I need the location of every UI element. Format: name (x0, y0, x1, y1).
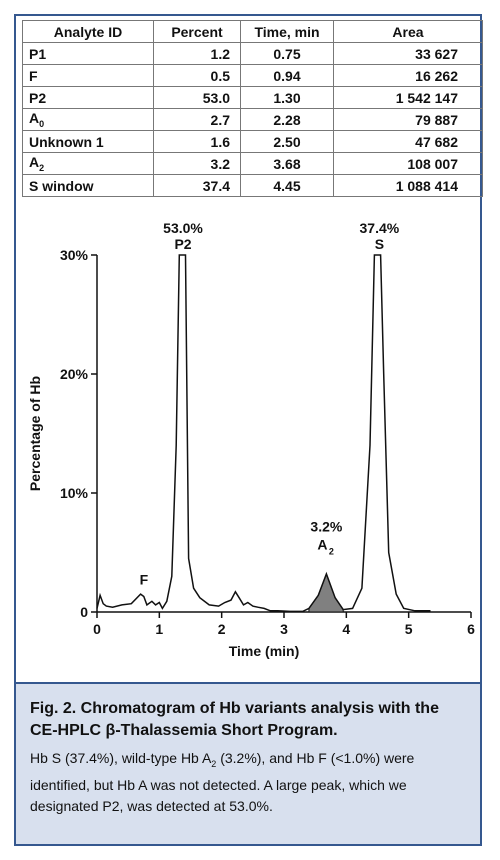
x-tick-label: 5 (405, 621, 413, 637)
header-area: Area (333, 20, 483, 43)
time-cell: 0.75 (240, 42, 334, 65)
header-analyte-id: Analyte ID (22, 20, 154, 43)
table-row: P2 53.0 1.30 1 542 147 (22, 86, 483, 109)
percent-cell: 2.7 (153, 108, 241, 131)
chromatogram-trace (96, 254, 431, 613)
x-tick-label: 4 (342, 621, 350, 637)
area-cell: 79 887 (333, 108, 483, 131)
peak-annotation-label: P2 (174, 236, 191, 252)
x-tick-label: 1 (155, 621, 163, 637)
figure-caption: Fig. 2. Chromatogram of Hb variants anal… (16, 682, 480, 844)
x-tick-label: 0 (93, 621, 101, 637)
analyte-id-cell: S window (22, 174, 154, 197)
analyte-id-text: P2 (29, 89, 47, 106)
percent-cell: 0.5 (153, 64, 241, 87)
peak-annotation-percent: 3.2% (310, 519, 342, 535)
table-row: F 0.5 0.94 16 262 (22, 64, 483, 87)
analyte-id-cell: P2 (22, 86, 154, 109)
caption-body-sub: 2 (211, 758, 217, 769)
table-row: P1 1.2 0.75 33 627 (22, 42, 483, 65)
table-row: A0 2.7 2.28 79 887 (22, 108, 483, 131)
time-cell: 4.45 (240, 174, 334, 197)
caption-body: Hb S (37.4%), wild-type Hb A2 (3.2%), an… (30, 748, 466, 817)
analyte-id-text: A (29, 110, 40, 127)
y-tick-label: 20% (60, 366, 89, 382)
y-tick-label: 30% (60, 247, 89, 263)
chromatogram-chart: 0 1 2 3 4 5 6 0 10% 20% 30% Time (min) Percentage of… (27, 220, 475, 659)
time-cell: 3.68 (240, 152, 334, 175)
analyte-table: Analyte ID Percent Time, min Area P1 1.2 0… (22, 20, 483, 197)
area-cell: 1 088 414 (333, 174, 483, 197)
peak-annotation-label: A (317, 537, 327, 553)
percent-cell: 37.4 (153, 174, 241, 197)
analyte-id-subscript: 2 (39, 162, 45, 173)
area-cell: 33 627 (333, 42, 483, 65)
analyte-id-text: S window (29, 177, 94, 194)
percent-cell: 53.0 (153, 86, 241, 109)
time-cell: 2.50 (240, 130, 334, 153)
analyte-id-cell: A0 (22, 108, 154, 131)
analyte-id-subscript: 0 (39, 118, 45, 129)
table-header-row: Analyte ID Percent Time, min Area (22, 20, 483, 43)
analyte-id-text: Unknown 1 (29, 133, 104, 150)
x-axis-label: Time (min) (229, 643, 300, 659)
x-tick-label: 6 (467, 621, 475, 637)
area-cell: 47 682 (333, 130, 483, 153)
area-cell: 16 262 (333, 64, 483, 87)
time-cell: 1.30 (240, 86, 334, 109)
header-time: Time, min (240, 20, 334, 43)
x-tick-label: 2 (218, 621, 226, 637)
analyte-id-cell: Unknown 1 (22, 130, 154, 153)
header-percent: Percent (153, 20, 241, 43)
a2-peak-shaded-area (308, 572, 344, 613)
percent-cell: 1.6 (153, 130, 241, 153)
analyte-id-cell: F (22, 64, 154, 87)
analyte-id-cell: A2 (22, 152, 154, 175)
caption-body-part1: Hb S (37.4%), wild-type Hb A (30, 750, 212, 766)
area-cell: 108 007 (333, 152, 483, 175)
area-cell: 1 542 147 (333, 86, 483, 109)
percent-cell: 3.2 (153, 152, 241, 175)
caption-body-part2: (3.2%), and Hb F (<1.0%) were identified… (30, 750, 415, 814)
table-row: A2 3.2 3.68 108 007 (22, 152, 483, 175)
x-tick-label: 3 (280, 621, 288, 637)
peak-annotation-label: F (140, 572, 149, 588)
time-cell: 2.28 (240, 108, 334, 131)
peak-annotation-label: S (375, 236, 384, 252)
y-tick-label: 0 (80, 604, 88, 620)
analyte-id-cell: P1 (22, 42, 154, 65)
peak-annotation-percent: 53.0% (163, 220, 203, 236)
table-row: Unknown 1 1.6 2.50 47 682 (22, 130, 483, 153)
table-row: S window 37.4 4.45 1 088 414 (22, 174, 483, 197)
analyte-id-text: P1 (29, 45, 47, 62)
analyte-id-text: A (29, 154, 40, 171)
y-axis-label: Percentage of Hb (27, 376, 43, 491)
caption-title: Fig. 2. Chromatogram of Hb variants anal… (30, 700, 439, 739)
time-cell: 0.94 (240, 64, 334, 87)
percent-cell: 1.2 (153, 42, 241, 65)
peak-annotation-subscript: 2 (329, 547, 334, 557)
peak-annotation-percent: 37.4% (360, 220, 400, 236)
analyte-id-text: F (29, 67, 38, 84)
y-tick-label: 10% (60, 485, 89, 501)
